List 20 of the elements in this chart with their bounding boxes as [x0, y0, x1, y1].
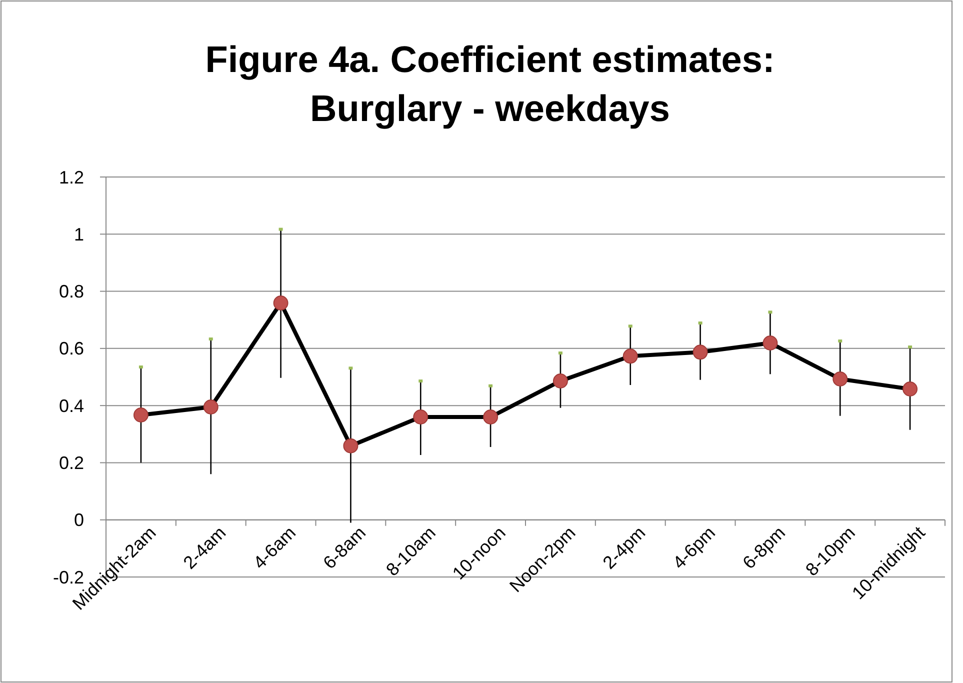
y-tick-label: 0.2 [58, 453, 84, 474]
point [483, 410, 498, 424]
y-tick-label: 1 [74, 224, 84, 244]
chart-title: Figure 4a. Coefficient estimates: Burglary - weekdays [205, 39, 775, 129]
point [832, 372, 848, 386]
point [133, 408, 148, 422]
y-tick-label: 0 [74, 510, 84, 530]
point [343, 438, 358, 454]
point [622, 348, 638, 364]
point [902, 382, 918, 396]
point [203, 400, 218, 414]
point [762, 336, 778, 350]
y-tick-label: 0.6 [58, 338, 84, 359]
point [273, 296, 288, 310]
point [413, 410, 428, 424]
y-tick-label: 1.2 [58, 167, 84, 188]
y-tick-label: 0.8 [58, 282, 84, 302]
y-tick-label: 0.4 [58, 396, 84, 416]
point [552, 374, 568, 388]
point [692, 344, 708, 360]
